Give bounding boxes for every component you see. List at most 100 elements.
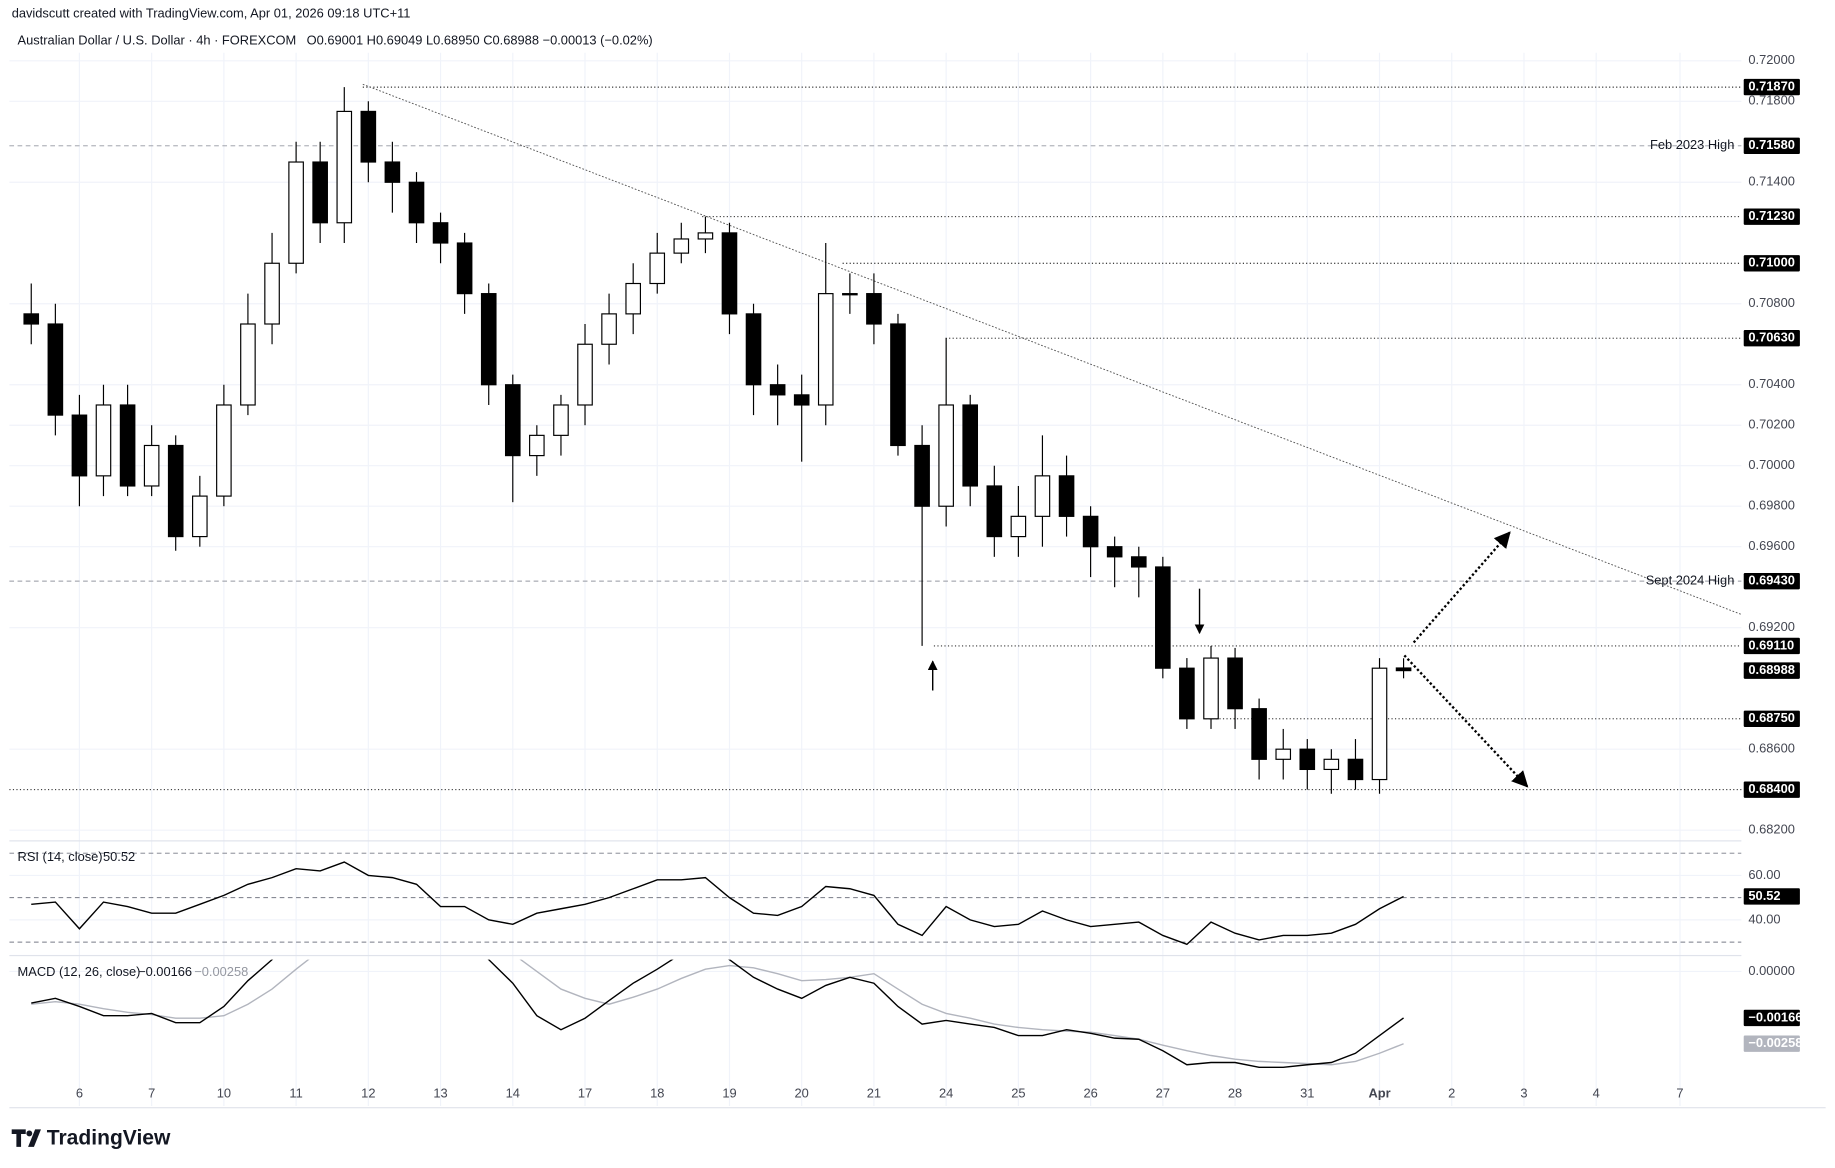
candle-body: [23, 313, 40, 325]
candle-body: [47, 323, 64, 416]
value-label: −0.00166: [1748, 1009, 1802, 1024]
candle-body: [962, 404, 979, 487]
candle-body: [192, 495, 208, 538]
ohlc: O0.69001 H0.69049 L0.68950 C0.68988 −0.0…: [307, 32, 653, 47]
candle-body: [986, 485, 1003, 538]
candle-body: [1251, 708, 1267, 760]
rsi-title: RSI (14, close): [18, 849, 103, 864]
value-label-box: [1743, 1009, 1800, 1027]
x-tick-label: 13: [433, 1086, 447, 1101]
candle-body: [553, 404, 569, 436]
level-label: 0.69110: [1748, 637, 1794, 652]
candle-body: [264, 262, 280, 325]
candle-body: [529, 434, 545, 457]
candle-body: [216, 404, 232, 497]
value-label: 50.52: [1748, 888, 1780, 903]
scenario-arrow-down: [1403, 654, 1529, 788]
x-tick-label: 24: [939, 1086, 953, 1101]
candle-body: [649, 252, 666, 285]
level-label-box: [1743, 710, 1800, 728]
axis-border: [9, 1107, 1826, 1109]
candle-body: [143, 444, 160, 487]
x-tick-label: 7: [148, 1086, 155, 1101]
credit: davidscutt created with TradingView.com,…: [12, 5, 411, 20]
x-tick-label: 10: [217, 1086, 231, 1101]
candle-body: [167, 444, 184, 538]
level-label: 0.71580: [1748, 137, 1794, 152]
candle-body: [745, 313, 762, 386]
x-tick-label: 11: [289, 1086, 302, 1101]
rsi-pane: [9, 852, 1742, 946]
candle-body: [1106, 546, 1123, 558]
x-tick-label: 3: [1520, 1086, 1527, 1101]
x-tick-label: 19: [722, 1086, 736, 1101]
y-tick-label: 0.71800: [1748, 93, 1794, 108]
candle-body: [938, 404, 954, 507]
candle-body: [95, 404, 112, 477]
x-tick-label: 17: [578, 1086, 592, 1101]
candle-body: [866, 293, 882, 325]
x-tick-label: 2: [1448, 1086, 1455, 1101]
level-label: 0.70630: [1748, 330, 1794, 345]
y-tick-label: 0.71400: [1748, 174, 1794, 189]
level-label-box: [1743, 255, 1800, 272]
pane-separator: [9, 840, 1742, 842]
candle-body: [432, 222, 449, 244]
price-label: 0.68988: [1748, 662, 1794, 677]
pane-separator: [9, 954, 1742, 957]
y-tick-label: 0.70800: [1748, 295, 1794, 310]
y-tick-label: 0.70400: [1748, 376, 1794, 391]
y-tick-label: 60.00: [1748, 867, 1780, 882]
candle-body: [625, 282, 641, 315]
y-tick-label: 0.72000: [1748, 52, 1794, 67]
x-tick-label: Apr: [1368, 1086, 1390, 1101]
macd-pane: [31, 959, 1404, 1068]
x-tick-label: 12: [361, 1086, 375, 1101]
candle-body: [1275, 748, 1292, 760]
x-tick-label: 18: [650, 1086, 664, 1101]
level-label-box: [1743, 781, 1800, 798]
y-tick-label: 0.70200: [1748, 417, 1794, 432]
indicator-line: [31, 959, 1404, 1066]
level-label: 0.71870: [1748, 79, 1794, 94]
level-label-box: [1743, 137, 1800, 155]
candle-body: [1299, 748, 1316, 771]
candle-body: [1179, 667, 1195, 720]
indicator-line: [31, 959, 1404, 1068]
y-tick-label: 0.68600: [1748, 741, 1794, 756]
levels: [9, 86, 1742, 791]
candle-body: [1034, 475, 1051, 517]
candle-body: [793, 394, 810, 406]
macd-title: MACD (12, 26, close): [18, 964, 141, 979]
candle-body: [1347, 758, 1364, 781]
indicator-line: [31, 861, 1404, 946]
y-tick-label: 0.00000: [1748, 963, 1794, 978]
level-note: Feb 2023 High: [1650, 137, 1734, 152]
x-tick-label: 21: [867, 1086, 881, 1101]
axis: 6 7 10 11 12 13 14 17 18 19 20 21 24 25 26 27 28 31 Apr 2 3 4…: [76, 52, 1803, 1100]
candle-body: [1130, 556, 1147, 568]
price-pane: [23, 87, 1412, 794]
candle-body: [1203, 657, 1219, 720]
y-tick-label: 0.68200: [1748, 822, 1794, 837]
candle-body: [601, 313, 617, 345]
candle-body: [312, 161, 328, 224]
candle-body: [1371, 667, 1388, 781]
candle-body: [288, 161, 304, 264]
value-label-box: [1743, 888, 1800, 905]
level-label-box: [1743, 78, 1800, 96]
grid: [9, 52, 1742, 1106]
x-tick-label: 7: [1676, 1086, 1683, 1101]
symbol-title: Australian Dollar / U.S. Dollar · 4h · F…: [18, 32, 297, 47]
candle-body: [842, 293, 858, 296]
y-tick-label: 0.69600: [1748, 538, 1794, 553]
candle-body: [1082, 515, 1099, 548]
candle-body: [408, 181, 425, 224]
candle-body: [1010, 515, 1027, 538]
rsi-value: 50.52: [103, 849, 135, 864]
x-tick-label: 28: [1228, 1086, 1242, 1101]
x-tick-label: 6: [76, 1086, 83, 1101]
brand: TradingView: [47, 1126, 171, 1149]
